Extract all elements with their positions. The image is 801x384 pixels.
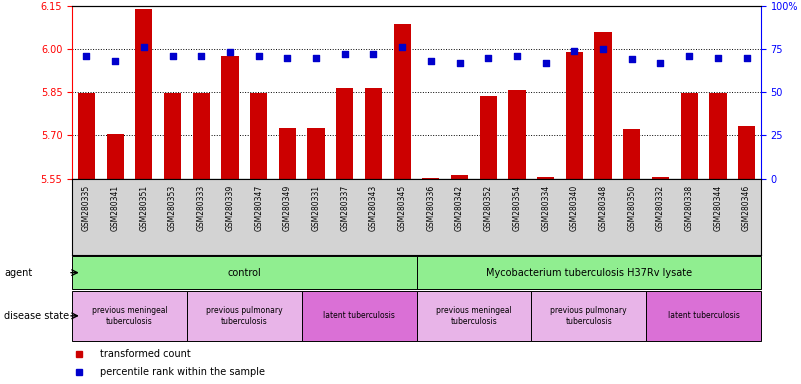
- Bar: [422, 178, 440, 179]
- Text: Mycobacterium tuberculosis H37Rv lysate: Mycobacterium tuberculosis H37Rv lysate: [485, 268, 692, 278]
- Point: [281, 55, 294, 61]
- Text: GSM280343: GSM280343: [369, 185, 378, 231]
- Bar: [72, 291, 187, 341]
- Bar: [566, 51, 583, 179]
- Bar: [364, 88, 382, 179]
- Point: [682, 53, 695, 59]
- Point: [252, 53, 265, 59]
- Point: [740, 55, 753, 61]
- Text: latent tuberculosis: latent tuberculosis: [323, 311, 395, 320]
- Point: [310, 55, 323, 61]
- Bar: [308, 128, 324, 179]
- Point: [338, 51, 351, 57]
- Bar: [164, 93, 181, 179]
- Point: [539, 60, 552, 66]
- Text: GSM280350: GSM280350: [627, 185, 636, 231]
- Bar: [709, 93, 727, 179]
- Text: GSM280333: GSM280333: [197, 185, 206, 231]
- Bar: [72, 256, 417, 289]
- Text: agent: agent: [4, 268, 32, 278]
- Bar: [221, 56, 239, 179]
- Text: GSM280336: GSM280336: [426, 185, 436, 231]
- Bar: [336, 88, 353, 179]
- Text: GSM280347: GSM280347: [254, 185, 264, 231]
- Text: GSM280352: GSM280352: [484, 185, 493, 231]
- Point: [568, 48, 581, 54]
- Text: GSM280353: GSM280353: [168, 185, 177, 231]
- Point: [453, 60, 466, 66]
- Text: GSM280342: GSM280342: [455, 185, 464, 231]
- Bar: [250, 93, 268, 179]
- Point: [425, 58, 437, 64]
- Bar: [509, 90, 525, 179]
- Text: previous meningeal
tuberculosis: previous meningeal tuberculosis: [91, 306, 167, 326]
- Bar: [531, 291, 646, 341]
- Bar: [480, 96, 497, 179]
- Point: [711, 55, 724, 61]
- Text: GSM280332: GSM280332: [656, 185, 665, 231]
- Text: GSM280344: GSM280344: [714, 185, 723, 231]
- Point: [80, 53, 93, 59]
- Text: GSM280335: GSM280335: [82, 185, 91, 231]
- Text: GSM280351: GSM280351: [139, 185, 148, 231]
- Point: [510, 53, 523, 59]
- Bar: [192, 93, 210, 179]
- Point: [138, 44, 151, 50]
- Text: GSM280334: GSM280334: [541, 185, 550, 231]
- Text: GSM280339: GSM280339: [225, 185, 235, 231]
- Bar: [107, 134, 123, 179]
- Bar: [652, 177, 669, 179]
- Bar: [302, 291, 417, 341]
- Bar: [393, 25, 411, 179]
- Text: previous meningeal
tuberculosis: previous meningeal tuberculosis: [436, 306, 512, 326]
- Bar: [594, 32, 612, 179]
- Text: GSM280341: GSM280341: [111, 185, 119, 231]
- Bar: [279, 128, 296, 179]
- Bar: [417, 291, 531, 341]
- Text: GSM280345: GSM280345: [397, 185, 407, 231]
- Point: [109, 58, 122, 64]
- Bar: [681, 93, 698, 179]
- Text: GSM280346: GSM280346: [742, 185, 751, 231]
- Bar: [623, 129, 640, 179]
- Bar: [738, 126, 755, 179]
- Bar: [417, 256, 761, 289]
- Text: previous pulmonary
tuberculosis: previous pulmonary tuberculosis: [206, 306, 283, 326]
- Text: transformed count: transformed count: [99, 349, 191, 359]
- Text: previous pulmonary
tuberculosis: previous pulmonary tuberculosis: [550, 306, 627, 326]
- Bar: [537, 177, 554, 179]
- Point: [597, 46, 610, 52]
- Text: GSM280338: GSM280338: [685, 185, 694, 231]
- Text: GSM280331: GSM280331: [312, 185, 320, 231]
- Text: GSM280349: GSM280349: [283, 185, 292, 231]
- Text: GSM280348: GSM280348: [598, 185, 608, 231]
- Point: [482, 55, 495, 61]
- Text: percentile rank within the sample: percentile rank within the sample: [99, 366, 264, 377]
- Text: GSM280337: GSM280337: [340, 185, 349, 231]
- Bar: [451, 175, 468, 179]
- Bar: [78, 93, 95, 179]
- Point: [166, 53, 179, 59]
- Point: [195, 53, 207, 59]
- Text: control: control: [227, 268, 261, 278]
- Text: GSM280340: GSM280340: [570, 185, 579, 231]
- Point: [396, 44, 409, 50]
- Text: latent tuberculosis: latent tuberculosis: [667, 311, 739, 320]
- Point: [223, 49, 236, 55]
- Text: disease state: disease state: [4, 311, 69, 321]
- Point: [367, 51, 380, 57]
- Bar: [187, 291, 302, 341]
- Text: GSM280354: GSM280354: [513, 185, 521, 231]
- Bar: [646, 291, 761, 341]
- Bar: [135, 9, 152, 179]
- Point: [654, 60, 667, 66]
- Point: [626, 56, 638, 62]
